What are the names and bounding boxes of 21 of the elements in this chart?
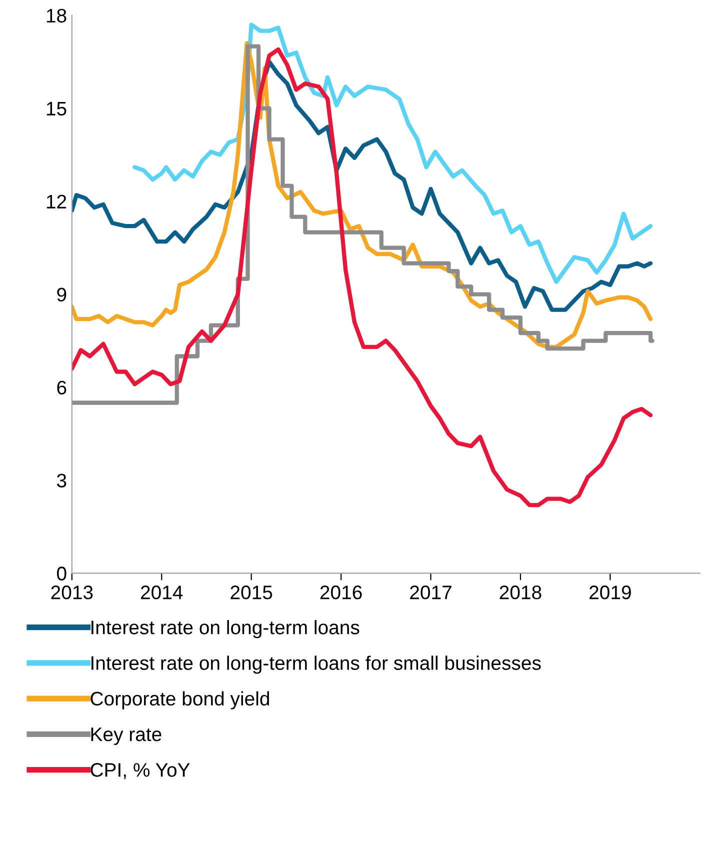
x-tick-label: 2013: [51, 586, 93, 600]
line-series: [72, 47, 653, 508]
legend-label: CPI, % YoY: [90, 763, 190, 780]
y-tick-label: 3: [56, 474, 66, 488]
x-tick-label: 2017: [410, 586, 452, 600]
x-tick-label: 2016: [320, 586, 362, 600]
y-tick-label: 12: [46, 194, 66, 208]
legend-label: Interest rate on long-term loans for small businesses: [92, 656, 541, 674]
y-tick-label: 9: [57, 288, 66, 302]
y-tick-label: 15: [46, 102, 66, 116]
x-tick-label: 2018: [500, 586, 542, 600]
y-tick-label: 6: [57, 380, 66, 394]
legend-label: Corporate bond yield: [90, 691, 269, 710]
line-series: [132, 22, 653, 284]
x-tick-label: 2019: [590, 586, 631, 600]
legend-label: Key rate: [91, 728, 162, 746]
x-tick-label: 2015: [230, 586, 272, 600]
y-tick-label: 18: [46, 8, 66, 23]
x-tick-label: 2014: [140, 586, 183, 600]
y-tick-label: 0: [56, 566, 66, 580]
legend-label: Interest rate on long-term loans: [92, 620, 360, 638]
